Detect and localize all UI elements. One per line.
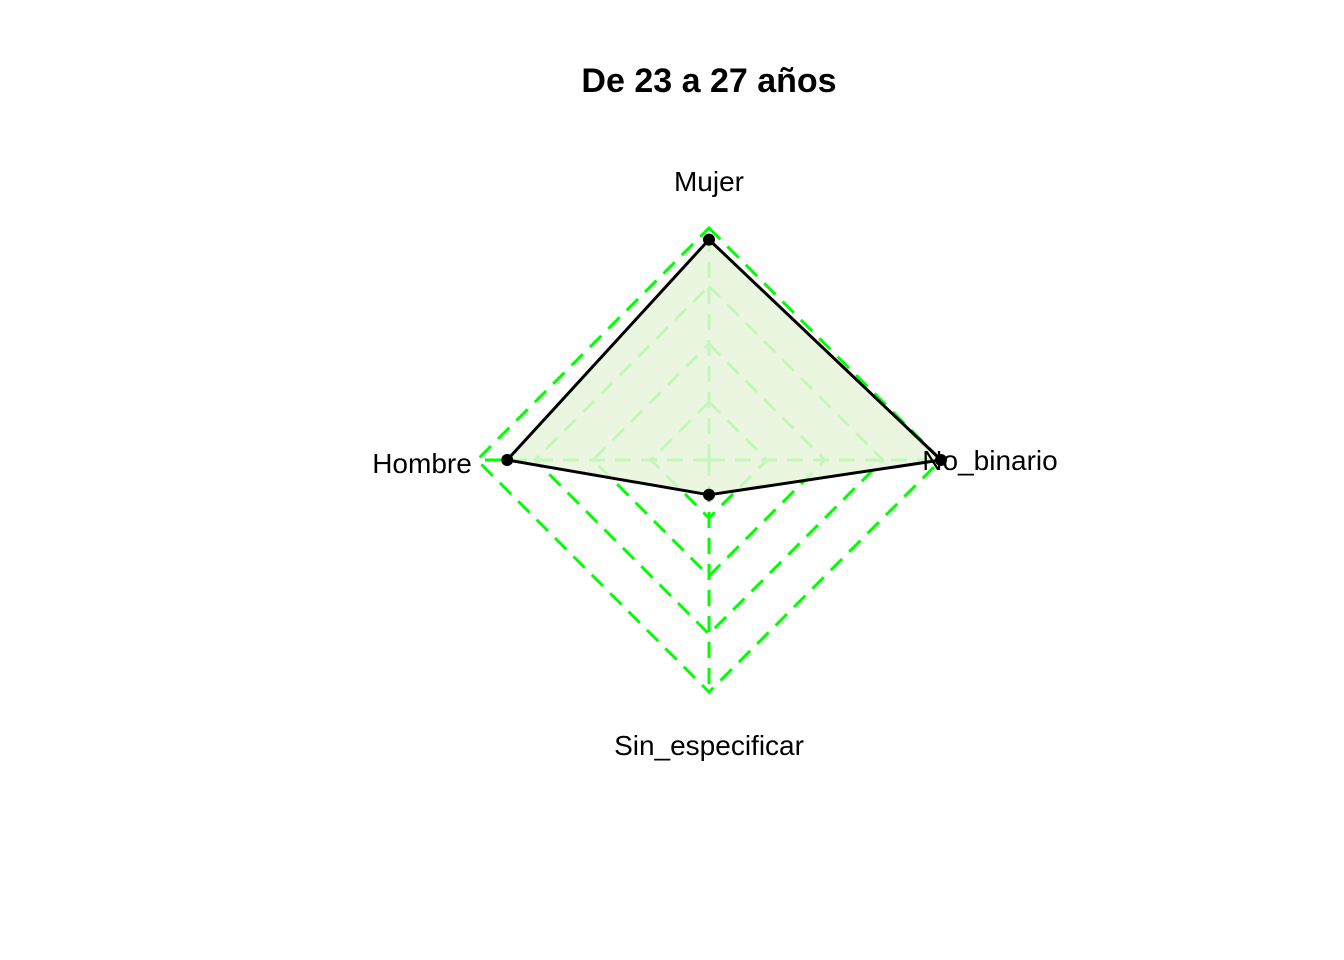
axis-label-sin-especificar: Sin_especificar [614,730,804,761]
grid-ring-4 [474,225,944,695]
axis-label-no-binario: No_binario [922,445,1057,476]
data-point-mujer [703,233,715,246]
radar-series [507,239,941,495]
radar-points [501,233,947,501]
axis-label-mujer: Mujer [674,166,744,197]
chart-title: De 23 a 27 años [581,62,836,100]
axis-label-hombre: Hombre [372,448,472,479]
radar-axis-labels: Mujer No_binario Sin_especificar Hombre [372,166,1058,761]
data-point-sin-especificar [703,488,715,501]
data-point-hombre [501,454,514,466]
data-point-no-binario [935,454,947,466]
series-0-area [507,239,941,495]
